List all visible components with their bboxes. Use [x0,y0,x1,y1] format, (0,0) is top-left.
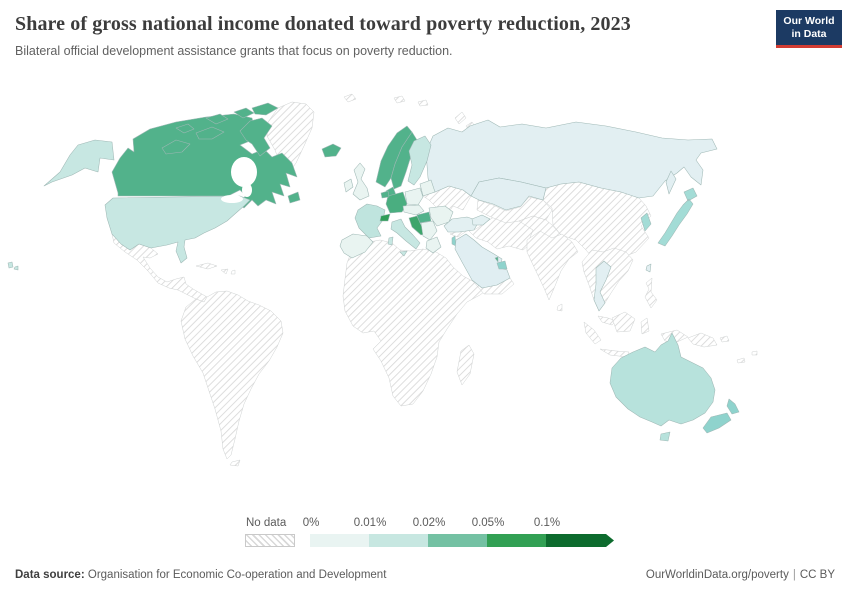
country-turkey[interactable] [443,216,480,233]
legend-bin-2[interactable] [428,534,487,547]
country-italy[interactable] [387,218,421,257]
legend-no-data-label: No data [246,517,287,529]
country-japan[interactable] [657,187,698,247]
legend-bin-3[interactable] [487,534,546,547]
country-new-zealand[interactable] [702,398,740,434]
region-svalbard[interactable] [343,93,357,103]
country-ireland[interactable] [343,178,354,193]
owid-logo[interactable]: Our World in Data [776,10,842,48]
country-canada-arctic-islands[interactable] [161,102,279,157]
data-source: Data source: Organisation for Economic C… [15,569,386,581]
region-central-asia[interactable] [476,196,553,224]
country-uk[interactable] [352,162,370,201]
country-iceland[interactable] [321,143,342,158]
data-source-label: Data source: [15,569,85,581]
legend-tick-0: 0% [302,517,320,529]
region-franz-josef[interactable] [393,95,429,107]
data-source-text: Organisation for Economic Co-operation a… [87,569,387,581]
country-switzerland[interactable] [379,213,391,222]
country-usa-alaska[interactable] [43,139,115,187]
legend-bin-4-arrow[interactable] [546,534,614,547]
owid-logo-line2: in Data [791,27,827,40]
region-india[interactable] [526,230,579,301]
legend-tick-2: 0.02% [412,517,446,529]
page-title: Share of gross national income donated t… [15,13,631,35]
region-africa[interactable] [342,239,490,407]
region-tierra-del-fuego[interactable] [229,459,241,467]
chart-header: Share of gross national income donated t… [15,12,758,59]
country-saudi-arabia[interactable] [454,233,511,289]
legend-tick-3: 0.05% [471,517,505,529]
country-western-balkans[interactable] [420,220,438,241]
country-south-korea[interactable] [640,212,652,232]
country-spain-portugal[interactable] [339,233,374,259]
legend-color-bar [310,534,614,547]
legend-no-data-swatch[interactable] [245,534,295,547]
great-lakes [221,195,243,203]
country-kazakhstan[interactable] [470,177,547,211]
license-link[interactable]: CC BY [799,569,835,581]
country-netherlands-belgium[interactable] [380,190,390,199]
owid-poverty-link[interactable]: OurWorldinData.org/poverty [645,569,789,581]
country-poland[interactable] [404,187,424,206]
country-france[interactable] [354,203,386,239]
region-mexico-central-america[interactable] [111,233,208,303]
country-canada-newfoundland[interactable] [287,191,301,204]
region-southeast-asia[interactable] [581,247,634,312]
region-cuba[interactable] [195,262,218,270]
chart-subtitle: Bilateral official development assistanc… [15,44,453,58]
region-pacific-islands[interactable] [736,350,758,364]
country-baltic-states[interactable] [419,179,436,197]
region-philippines[interactable] [644,277,658,309]
owid-logo-line1: Our World [783,14,835,27]
region-papua-new-guinea[interactable] [687,332,730,348]
hudson-bay [231,157,257,187]
country-australia[interactable] [609,332,716,442]
country-greece[interactable] [425,236,442,254]
country-georgia-azerbaijan[interactable] [471,214,491,226]
region-south-america[interactable] [180,290,284,460]
country-thailand[interactable] [593,260,612,312]
legend-bin-1[interactable] [369,534,428,547]
legend-tick-4: 0.1% [533,517,561,529]
footer-right: OurWorldinData.org/poverty | CC BY [646,569,835,581]
country-czechia-austria[interactable] [402,204,425,216]
country-usa[interactable] [104,195,251,264]
footer-separator: | [792,569,796,581]
country-usa-hawaii[interactable] [7,261,19,271]
region-madagascar[interactable] [456,344,475,386]
country-qatar[interactable] [494,256,499,263]
country-uae[interactable] [496,260,508,270]
james-bay [242,183,252,197]
legend-bin-0[interactable] [310,534,369,547]
map-legend: No data 0% 0.01% 0.02% 0.05% 0.1% [0,515,850,551]
legend-tick-1: 0.01% [353,517,387,529]
country-russia-sakhalin[interactable] [665,170,677,195]
region-sri-lanka[interactable] [556,303,563,312]
country-germany[interactable] [385,191,408,214]
country-taiwan[interactable] [645,263,652,273]
chart-footer: Data source: Organisation for Economic C… [15,569,835,581]
country-finland[interactable] [407,135,432,186]
region-hispaniola[interactable] [220,268,236,275]
